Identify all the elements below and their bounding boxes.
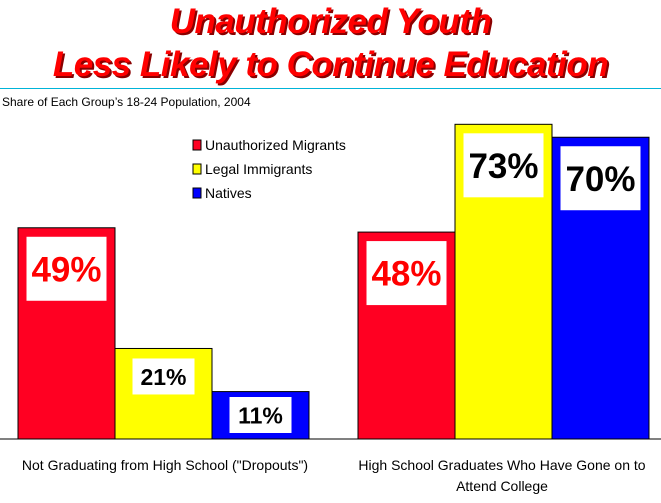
data-label: 21%: [140, 364, 186, 390]
legend-entry: Unauthorized Migrants: [205, 137, 346, 153]
data-label-box-2-2: [463, 133, 544, 198]
x-tick-label: Not Graduating from High School ("Dropou…: [22, 457, 308, 473]
x-tick-label: Attend College: [456, 478, 548, 494]
chart-title-line-1: Unauthorized Youth: [169, 2, 492, 41]
data-label: 48%: [371, 255, 441, 294]
legend-swatch-natives: [192, 187, 202, 199]
x-tick-label: High School Graduates Who Have Gone on t…: [358, 457, 645, 473]
legend-entry: Legal Immigrants: [205, 161, 312, 177]
data-label-box-2-1: [132, 358, 195, 395]
chart-subtitle: Share of Each Group’s 18-24 Population, …: [2, 95, 251, 109]
data-label-box-3-1: [229, 397, 292, 433]
legend-swatch-legal-immigrants: [192, 163, 202, 175]
legend-entry: Natives: [205, 185, 252, 201]
data-label-box-1-2: [366, 241, 447, 306]
data-label-box-1-1: [26, 236, 107, 301]
data-label: 11%: [238, 402, 283, 428]
legend-swatch-unauthorized-migrants: [192, 139, 202, 151]
title-divider: [0, 88, 661, 89]
data-label-box-3-2: [560, 146, 641, 211]
data-label: 49%: [31, 250, 101, 289]
data-label: 70%: [565, 160, 635, 199]
chart-title-line-2: Less Likely to Continue Education: [52, 45, 609, 84]
data-label: 73%: [468, 147, 538, 186]
